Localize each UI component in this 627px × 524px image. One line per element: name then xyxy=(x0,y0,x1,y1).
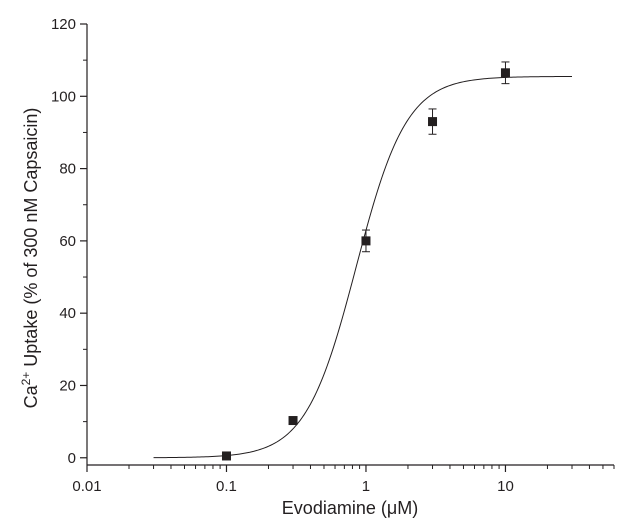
y-ticks: 0 20 40 60 80 100 120 xyxy=(51,16,87,467)
x-tick-label-10: 10 xyxy=(497,478,514,495)
data-point-2 xyxy=(288,416,298,426)
y-axis-label-ca: Ca xyxy=(21,384,41,408)
data-points xyxy=(221,61,510,461)
y-axis-label: Ca2+ Uptake (% of 300 nM Capsaicin) xyxy=(19,108,41,409)
y-axis-label-rest: Uptake (% of 300 nM Capsaicin) xyxy=(21,108,41,372)
y-tick-label-80: 80 xyxy=(59,161,76,178)
data-point-3 xyxy=(361,236,371,246)
x-tick-label-0.01: 0.01 xyxy=(72,478,101,495)
y-tick-label-0: 0 xyxy=(68,450,76,467)
y-tick-label-60: 60 xyxy=(59,233,76,250)
x-axis-label: Evodiamine (μM) xyxy=(282,498,418,518)
y-tick-label-100: 100 xyxy=(51,88,76,105)
data-point-5 xyxy=(500,68,510,78)
x-tick-label-0.1: 0.1 xyxy=(216,478,237,495)
data-point-4 xyxy=(428,117,438,127)
y-tick-label-40: 40 xyxy=(59,305,76,322)
y-tick-label-20: 20 xyxy=(59,377,76,394)
x-ticks: 0.01 0.1 1 10 xyxy=(72,465,615,495)
y-tick-label-120: 120 xyxy=(51,16,76,33)
x-tick-label-1: 1 xyxy=(362,478,370,495)
fit-curve xyxy=(153,75,573,459)
y-axis-label-superscript: 2+ xyxy=(19,372,33,386)
data-point-1 xyxy=(221,451,231,461)
